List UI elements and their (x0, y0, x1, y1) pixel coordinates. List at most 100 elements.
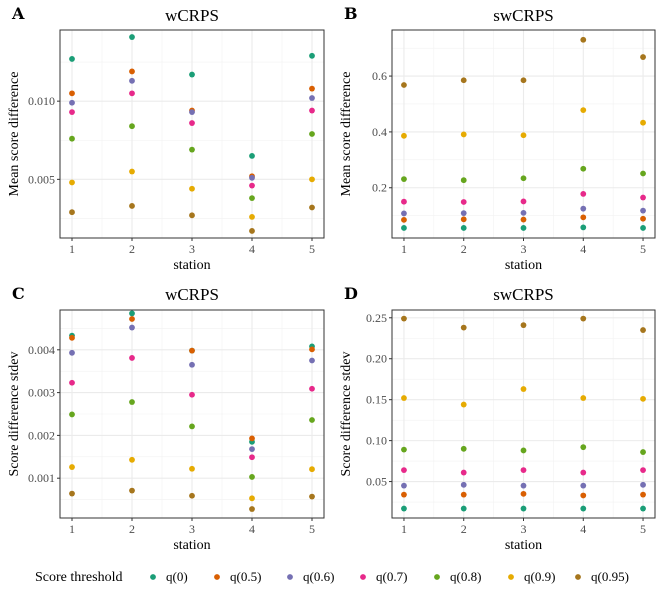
point-q06-station-5 (640, 481, 646, 488)
x-tick-label: 4 (580, 242, 586, 256)
legend-swatch (434, 574, 440, 580)
point-q06-station-1 (401, 210, 407, 217)
point-q08-station-3 (189, 423, 195, 430)
legend-swatch (287, 574, 293, 580)
point-q095-station-5 (640, 54, 646, 60)
legend-swatch (575, 574, 581, 580)
x-axis-label: station (505, 258, 542, 273)
x-tick-label: 3 (521, 522, 527, 536)
point-q09-station-4 (580, 107, 587, 114)
point-q0-station-4 (580, 224, 587, 231)
point-q095-station-4 (249, 506, 255, 512)
x-tick-label: 5 (640, 242, 646, 256)
point-q095-station-2 (129, 487, 135, 494)
legend: Score threshold q(0) q(0.5) q(0.6) q(0.7) q(0… (35, 569, 629, 585)
point-q0-station-4 (249, 152, 255, 159)
x-tick-label: 4 (249, 242, 255, 256)
point-q07-station-2 (460, 469, 467, 476)
point-q0-station-5 (640, 505, 646, 512)
legend-label: q(0.8) (450, 569, 481, 584)
point-q08-station-4 (249, 195, 255, 202)
point-q07-station-3 (189, 391, 195, 398)
panel-letter: C (12, 284, 25, 303)
point-q0-station-2 (129, 34, 135, 40)
y-tick-label: 0.15 (366, 393, 387, 407)
point-q05-station-1 (401, 216, 407, 223)
point-q09-station-5 (309, 176, 315, 183)
point-q06-station-3 (520, 209, 527, 216)
point-q06-station-2 (460, 210, 467, 217)
point-q095-station-1 (69, 490, 75, 497)
legend-swatch (150, 574, 156, 580)
point-q05-station-2 (129, 316, 135, 322)
legend-item-q(0.6): q(0.6) (287, 569, 334, 584)
point-q095-station-5 (309, 204, 315, 211)
panel-title: wCRPS (165, 6, 219, 25)
point-q07-station-1 (401, 467, 407, 473)
point-q05-station-3 (520, 216, 527, 223)
point-q08-station-1 (401, 176, 407, 182)
legend-label: q(0.6) (303, 569, 334, 584)
x-tick-label: 3 (521, 242, 527, 256)
y-tick-label: 0.005 (28, 172, 55, 186)
point-q09-station-2 (460, 401, 467, 408)
y-tick-label: 0.4 (372, 125, 387, 139)
point-q09-station-2 (129, 456, 135, 463)
point-q06-station-3 (189, 361, 195, 368)
y-tick-label: 0.003 (28, 386, 55, 400)
point-q08-station-3 (520, 447, 527, 454)
point-q05-station-2 (129, 68, 135, 75)
point-q09-station-3 (189, 185, 195, 192)
point-q095-station-3 (520, 77, 527, 84)
point-q095-station-4 (580, 315, 587, 322)
point-q09-station-4 (249, 495, 255, 502)
point-q095-station-1 (69, 209, 75, 216)
panel-letter: B (344, 4, 358, 23)
point-q07-station-2 (129, 355, 135, 361)
point-q095-station-5 (309, 493, 315, 500)
point-q0-station-1 (69, 56, 75, 62)
y-axis-label: Score difference stdev (339, 352, 354, 477)
point-q0-station-5 (640, 225, 646, 231)
point-q06-station-1 (69, 99, 75, 106)
point-q09-station-2 (129, 168, 135, 175)
point-q06-station-4 (249, 446, 255, 452)
point-q095-station-2 (460, 324, 467, 331)
point-q07-station-3 (189, 120, 195, 126)
point-q07-station-5 (640, 194, 646, 201)
y-tick-label: 0.10 (366, 434, 387, 448)
legend-label: q(0.5) (230, 569, 261, 584)
point-q09-station-1 (401, 395, 407, 401)
point-q07-station-5 (309, 385, 315, 392)
point-q0-station-3 (520, 505, 527, 512)
point-q09-station-5 (640, 119, 646, 126)
point-q095-station-3 (189, 492, 195, 499)
x-tick-label: 3 (189, 242, 195, 256)
point-q07-station-4 (580, 190, 587, 197)
y-tick-label: 0.25 (366, 311, 387, 325)
point-q09-station-4 (249, 213, 255, 220)
y-tick-label: 0.05 (366, 475, 387, 489)
point-q06-station-4 (580, 205, 587, 212)
x-tick-label: 4 (580, 522, 586, 536)
y-tick-label: 0.002 (28, 428, 55, 442)
point-q09-station-1 (69, 464, 75, 470)
point-q09-station-3 (520, 132, 527, 139)
point-q08-station-4 (580, 444, 587, 451)
point-q07-station-1 (401, 198, 407, 205)
x-tick-label: 5 (640, 522, 646, 536)
point-q095-station-4 (580, 36, 587, 43)
point-q08-station-5 (640, 170, 646, 177)
point-q05-station-1 (401, 491, 407, 498)
y-tick-label: 0.001 (28, 471, 55, 485)
point-q07-station-2 (129, 90, 135, 97)
point-q08-station-5 (309, 417, 315, 423)
point-q05-station-1 (69, 334, 75, 341)
legend-label: q(0.95) (591, 569, 629, 584)
point-q08-station-2 (460, 177, 467, 184)
point-q09-station-1 (401, 132, 407, 139)
